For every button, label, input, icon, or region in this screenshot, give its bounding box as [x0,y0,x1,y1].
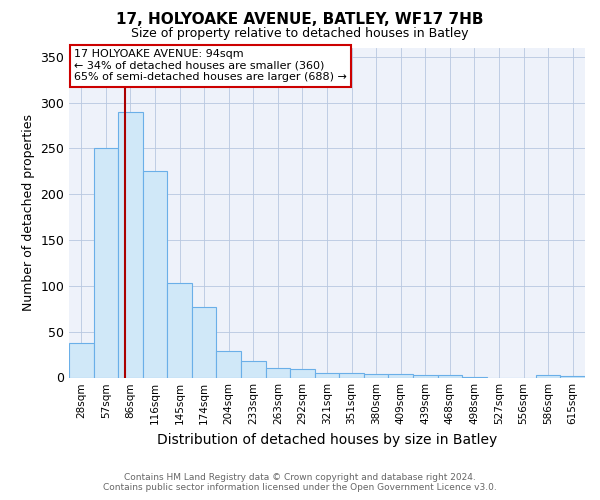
Bar [462,376,487,378]
Bar [94,148,118,378]
Bar [143,171,167,378]
Text: Size of property relative to detached houses in Batley: Size of property relative to detached ho… [131,28,469,40]
Bar [364,374,388,378]
Bar [192,307,217,378]
Bar [315,373,339,378]
Bar [69,342,94,378]
Bar [118,112,143,378]
Bar [339,373,364,378]
Text: Contains HM Land Registry data © Crown copyright and database right 2024.
Contai: Contains HM Land Registry data © Crown c… [103,473,497,492]
Bar [388,374,413,378]
Bar [241,361,266,378]
Y-axis label: Number of detached properties: Number of detached properties [22,114,35,311]
Bar [266,368,290,378]
Bar [167,283,192,378]
X-axis label: Distribution of detached houses by size in Batley: Distribution of detached houses by size … [157,433,497,447]
Bar [560,376,585,378]
Text: 17 HOLYOAKE AVENUE: 94sqm
← 34% of detached houses are smaller (360)
65% of semi: 17 HOLYOAKE AVENUE: 94sqm ← 34% of detac… [74,49,347,82]
Bar [413,375,437,378]
Bar [217,351,241,378]
Text: 17, HOLYOAKE AVENUE, BATLEY, WF17 7HB: 17, HOLYOAKE AVENUE, BATLEY, WF17 7HB [116,12,484,28]
Bar [536,375,560,378]
Bar [437,375,462,378]
Bar [290,369,315,378]
